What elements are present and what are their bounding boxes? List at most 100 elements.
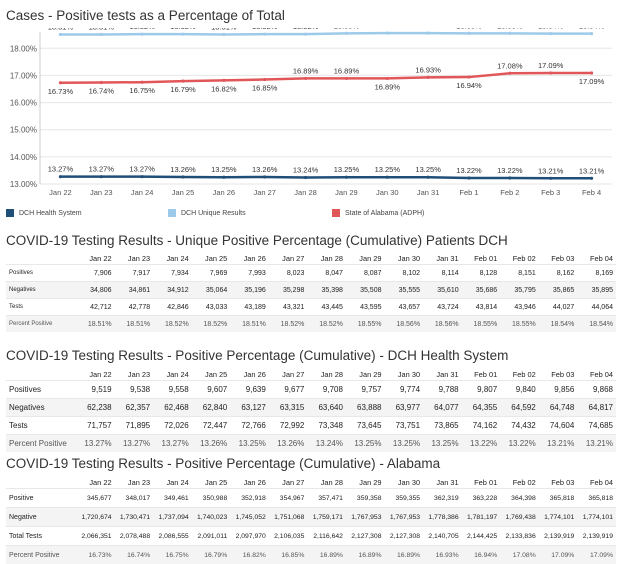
data-label: 17.08% bbox=[497, 61, 523, 70]
table-cell: 1,778,386 bbox=[423, 507, 462, 527]
table-cell: 13.22% bbox=[500, 434, 539, 452]
data-point bbox=[222, 32, 226, 37]
column-header: Feb 04 bbox=[589, 253, 613, 263]
table-row: Percent Positive 13.27% 13.27% 13.27% 13.26%… bbox=[6, 434, 616, 452]
table-cell: 43,189 bbox=[230, 298, 269, 316]
data-label: 13.25% bbox=[334, 165, 360, 174]
data-point bbox=[426, 75, 430, 79]
legend-item-dch-unique-results[interactable]: DCH Unique Results bbox=[168, 209, 246, 217]
table-row: Positive 345,677 348,017 349,461 350,988 352,… bbox=[6, 488, 616, 508]
table-cell: 71,895 bbox=[114, 416, 154, 435]
x-tick-label: Feb 3 bbox=[541, 188, 560, 197]
data-label: 16.79% bbox=[170, 85, 196, 94]
column-header: Jan 31 bbox=[436, 477, 459, 487]
data-point bbox=[181, 175, 185, 179]
line-chart: 18.00% 17.00% 16.00% 15.00% 14.00% 13.00% Jan … bbox=[10, 28, 612, 197]
data-point bbox=[589, 32, 594, 36]
y-tick-label: 17.00% bbox=[10, 71, 37, 80]
data-point bbox=[385, 175, 389, 179]
table-cell: 18.55% bbox=[500, 315, 539, 332]
table-cell: 2,078,488 bbox=[114, 526, 154, 546]
column-header: Jan 28 bbox=[320, 369, 343, 379]
table-cell: 64,355 bbox=[461, 398, 501, 417]
legend-item-dch-health-system[interactable]: DCH Health System bbox=[6, 209, 82, 217]
data-label: 18.52% bbox=[129, 28, 155, 31]
table-cell: 2,097,970 bbox=[230, 526, 269, 546]
data-label: 18.52% bbox=[170, 28, 196, 31]
table-cell: 9,807 bbox=[461, 380, 501, 399]
data-label: 13.27% bbox=[48, 165, 74, 174]
x-tick-label: Feb 4 bbox=[582, 188, 601, 197]
table-cell: 34,912 bbox=[153, 281, 192, 299]
table-cell: 18.52% bbox=[191, 315, 231, 332]
table1-title: COVID-19 Testing Results - Unique Positi… bbox=[6, 233, 508, 248]
column-header: Jan 24 bbox=[166, 253, 189, 263]
data-point bbox=[263, 32, 267, 36]
table-cell: 1,720,674 bbox=[76, 507, 115, 527]
row-label: Total Tests bbox=[6, 526, 76, 546]
table-cell: 13.25% bbox=[230, 434, 269, 452]
table-cell: 18.51% bbox=[114, 315, 154, 332]
table-cell: 18.52% bbox=[307, 315, 346, 332]
table-cell: 73,645 bbox=[345, 416, 385, 435]
table-cell: 43,445 bbox=[307, 298, 346, 316]
table-cell: 35,895 bbox=[577, 281, 616, 299]
legend-label: DCH Health System bbox=[19, 209, 82, 217]
table-cell: 8,102 bbox=[384, 264, 424, 282]
data-label: 16.74% bbox=[89, 86, 115, 95]
table-cell: 18.52% bbox=[268, 315, 308, 332]
data-label: 18.52% bbox=[252, 28, 278, 31]
column-header: Feb 02 bbox=[512, 253, 536, 263]
column-header: Jan 25 bbox=[205, 369, 228, 379]
table-cell: 1,730,471 bbox=[114, 507, 154, 527]
table-cell: 73,865 bbox=[423, 416, 462, 435]
data-point bbox=[467, 176, 471, 180]
data-point bbox=[589, 176, 594, 180]
table-cell: 35,298 bbox=[268, 281, 308, 299]
table-cell: 8,162 bbox=[538, 264, 578, 282]
table-cell: 13.24% bbox=[307, 434, 346, 452]
data-point bbox=[549, 176, 553, 180]
table-cell: 43,946 bbox=[500, 298, 539, 316]
table-cell: 17.09% bbox=[538, 545, 578, 564]
table-cell: 16.73% bbox=[76, 545, 115, 564]
column-header: Feb 03 bbox=[551, 369, 575, 379]
table-cell: 9,856 bbox=[538, 380, 578, 399]
table-cell: 13.27% bbox=[114, 434, 154, 452]
data-point bbox=[508, 71, 512, 75]
data-label: 16.93% bbox=[415, 65, 441, 74]
table-cell: 364,398 bbox=[500, 488, 539, 508]
table-cell: 9,558 bbox=[153, 380, 192, 399]
column-header: Jan 24 bbox=[166, 477, 189, 487]
table-cell: 9,708 bbox=[307, 380, 346, 399]
table-cell: 2,086,555 bbox=[153, 526, 192, 546]
table-cell: 18.55% bbox=[461, 315, 501, 332]
table-cell: 35,865 bbox=[538, 281, 578, 299]
table-cell: 348,017 bbox=[114, 488, 154, 508]
table-cell: 74,685 bbox=[577, 416, 616, 435]
table-cell: 2,144,425 bbox=[461, 526, 501, 546]
data-label: 16.85% bbox=[252, 84, 278, 93]
column-header: Feb 04 bbox=[589, 477, 613, 487]
table-cell: 13.27% bbox=[153, 434, 192, 452]
data-label: 13.27% bbox=[89, 165, 115, 174]
data-label: 13.26% bbox=[170, 165, 196, 174]
table-cell: 9,757 bbox=[345, 380, 385, 399]
table-cell: 352,918 bbox=[230, 488, 269, 508]
data-point bbox=[222, 78, 226, 82]
table-cell: 9,677 bbox=[268, 380, 308, 399]
table-cell: 17.08% bbox=[500, 545, 539, 564]
table-cell: 43,814 bbox=[461, 298, 501, 316]
table-cell: 42,846 bbox=[153, 298, 192, 316]
row-label: Percent Positive bbox=[6, 545, 76, 564]
table-cell: 72,447 bbox=[191, 416, 231, 435]
legend-item-state-of-alabama[interactable]: State of Alabama (ADPH) bbox=[332, 209, 424, 217]
table-row: Total Tests 2,066,351 2,078,488 2,086,555 2,… bbox=[6, 526, 616, 546]
data-label: 16.94% bbox=[456, 81, 482, 90]
y-tick-label: 18.00% bbox=[10, 44, 37, 53]
table-cell: 2,106,035 bbox=[268, 526, 308, 546]
column-header: Jan 31 bbox=[436, 369, 459, 379]
data-point bbox=[140, 175, 144, 179]
data-point bbox=[58, 175, 63, 179]
data-label: 16.73% bbox=[48, 87, 74, 96]
